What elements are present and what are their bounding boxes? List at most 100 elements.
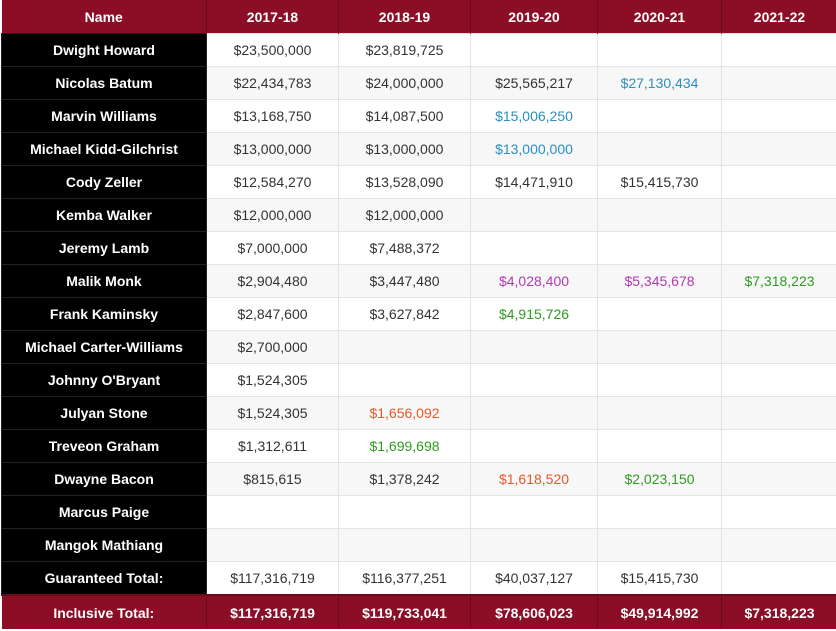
- player-name[interactable]: Cody Zeller: [1, 165, 207, 199]
- table-row: Dwayne Bacon $815,615 $1,378,242 $1,618,520…: [1, 462, 836, 496]
- header-year[interactable]: 2021-22: [721, 0, 836, 34]
- salary-cell: $7,318,223: [721, 264, 836, 298]
- salary-cell: $1,618,520: [470, 462, 598, 496]
- salary-cell: $13,528,090: [338, 165, 471, 199]
- salary-cell: $815,615: [206, 462, 339, 496]
- salary-cell: $13,168,750: [206, 99, 339, 133]
- salary-cell: [470, 528, 598, 562]
- player-name[interactable]: Marvin Williams: [1, 99, 207, 133]
- guaranteed-total-value: $117,316,719: [206, 561, 339, 596]
- salary-cell: [597, 297, 722, 331]
- salary-cell: [338, 495, 471, 529]
- salary-cell: [597, 99, 722, 133]
- salary-cell: [721, 231, 836, 265]
- salary-cell: [721, 429, 836, 463]
- table-row: Michael Carter-Williams $2,700,000: [1, 330, 836, 364]
- player-name[interactable]: Malik Monk: [1, 264, 207, 298]
- player-name[interactable]: Julyan Stone: [1, 396, 207, 430]
- table-row: Mangok Mathiang: [1, 528, 836, 562]
- salary-cell: [597, 396, 722, 430]
- table-row: Dwight Howard $23,500,000 $23,819,725: [1, 33, 836, 67]
- salary-cell: [597, 429, 722, 463]
- player-name[interactable]: Marcus Paige: [1, 495, 207, 529]
- header-year[interactable]: 2020-21: [597, 0, 722, 34]
- player-name[interactable]: Nicolas Batum: [1, 66, 207, 100]
- player-name[interactable]: Mangok Mathiang: [1, 528, 207, 562]
- salary-cell: $1,524,305: [206, 363, 339, 397]
- salary-cell: [721, 330, 836, 364]
- guaranteed-total-value: [721, 561, 836, 596]
- salary-cell: $5,345,678: [597, 264, 722, 298]
- salary-cell: [470, 33, 598, 67]
- salary-cell: $1,524,305: [206, 396, 339, 430]
- salary-cell: $15,415,730: [597, 165, 722, 199]
- salary-cell: [597, 363, 722, 397]
- guaranteed-total-label: Guaranteed Total:: [1, 561, 207, 596]
- salary-cell: [597, 231, 722, 265]
- guaranteed-total-value: $40,037,127: [470, 561, 598, 596]
- guaranteed-total-value: $15,415,730: [597, 561, 722, 596]
- salary-cell: [721, 297, 836, 331]
- salary-cell: $2,847,600: [206, 297, 339, 331]
- table-row: Jeremy Lamb $7,000,000 $7,488,372: [1, 231, 836, 265]
- salary-cell: [338, 363, 471, 397]
- salary-cell: $2,904,480: [206, 264, 339, 298]
- header-year[interactable]: 2018-19: [338, 0, 471, 34]
- salary-cell: [597, 33, 722, 67]
- salary-cell: [721, 99, 836, 133]
- player-name[interactable]: Dwayne Bacon: [1, 462, 207, 496]
- salary-cell: [721, 462, 836, 496]
- header-year[interactable]: 2019-20: [470, 0, 598, 34]
- player-name[interactable]: Johnny O'Bryant: [1, 363, 207, 397]
- salary-cell: $23,819,725: [338, 33, 471, 67]
- player-name[interactable]: Frank Kaminsky: [1, 297, 207, 331]
- salary-cell: [338, 330, 471, 364]
- salary-cell: $4,915,726: [470, 297, 598, 331]
- header-name[interactable]: Name: [1, 0, 207, 34]
- salary-cell: $27,130,434: [597, 66, 722, 100]
- table-row: Nicolas Batum $22,434,783 $24,000,000 $25,5…: [1, 66, 836, 100]
- salary-cell: [721, 66, 836, 100]
- salary-cell: [721, 132, 836, 166]
- salary-cell: $1,312,611: [206, 429, 339, 463]
- table-row: Marcus Paige: [1, 495, 836, 529]
- guaranteed-total-row: Guaranteed Total: $117,316,719 $116,377,25…: [1, 561, 836, 596]
- player-name[interactable]: Michael Carter-Williams: [1, 330, 207, 364]
- salary-cell: [338, 528, 471, 562]
- table-row: Kemba Walker $12,000,000 $12,000,000: [1, 198, 836, 232]
- salary-cell: $23,500,000: [206, 33, 339, 67]
- salary-cell: [721, 396, 836, 430]
- salary-cell: $1,656,092: [338, 396, 471, 430]
- player-name[interactable]: Dwight Howard: [1, 33, 207, 67]
- salary-cell: $2,700,000: [206, 330, 339, 364]
- salary-cell: $13,000,000: [470, 132, 598, 166]
- salary-cell: $25,565,217: [470, 66, 598, 100]
- guaranteed-total-value: $116,377,251: [338, 561, 471, 596]
- salary-cell: [597, 330, 722, 364]
- salary-cell: $7,000,000: [206, 231, 339, 265]
- salary-cell: $15,006,250: [470, 99, 598, 133]
- player-name[interactable]: Jeremy Lamb: [1, 231, 207, 265]
- salary-cell: $3,447,480: [338, 264, 471, 298]
- table-row: Treveon Graham $1,312,611 $1,699,698: [1, 429, 836, 463]
- table-body: Dwight Howard $23,500,000 $23,819,725 Nicol…: [1, 33, 836, 596]
- player-name[interactable]: Kemba Walker: [1, 198, 207, 232]
- inclusive-total-value: $7,318,223: [721, 594, 836, 629]
- salary-cell: [470, 231, 598, 265]
- salary-cell: $14,087,500: [338, 99, 471, 133]
- salary-cell: [470, 363, 598, 397]
- salary-cell: [470, 330, 598, 364]
- salary-cell: [597, 132, 722, 166]
- salary-cell: $12,000,000: [338, 198, 471, 232]
- table-row: Frank Kaminsky $2,847,600 $3,627,842 $4,915…: [1, 297, 836, 331]
- inclusive-total-label: Inclusive Total:: [1, 594, 207, 629]
- player-name[interactable]: Treveon Graham: [1, 429, 207, 463]
- salary-cell: $2,023,150: [597, 462, 722, 496]
- salary-cell: [206, 495, 339, 529]
- salary-cell: $13,000,000: [206, 132, 339, 166]
- player-name[interactable]: Michael Kidd-Gilchrist: [1, 132, 207, 166]
- salary-cell: [721, 198, 836, 232]
- salary-cell: [721, 33, 836, 67]
- header-year[interactable]: 2017-18: [206, 0, 339, 34]
